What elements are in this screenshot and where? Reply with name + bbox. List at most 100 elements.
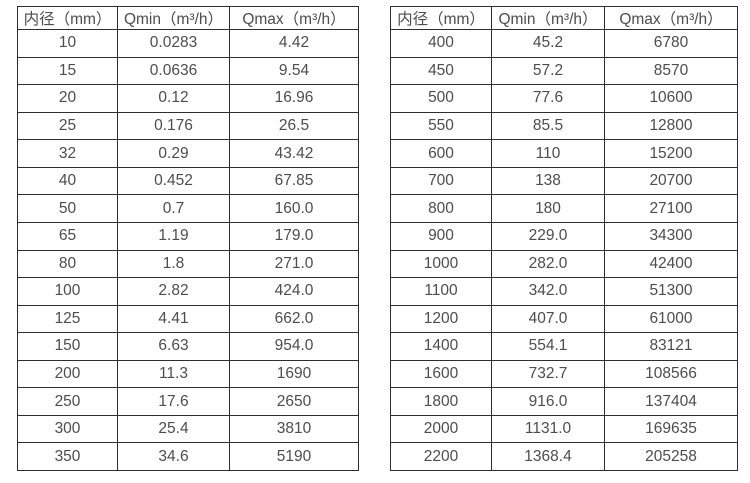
- table-cell: 1800: [390, 387, 492, 416]
- table-cell: 4.42: [229, 29, 359, 58]
- table-cell: 179.0: [229, 221, 359, 251]
- table-cell: 85.5: [491, 111, 605, 141]
- table-cell: 205258: [604, 442, 738, 471]
- table-row: 80 1.8 271.0: [17, 249, 359, 279]
- table-cell: 2000: [390, 414, 492, 444]
- table-row: 200 11.3 1690: [17, 359, 359, 389]
- table-cell: 80: [17, 249, 118, 279]
- table-cell: 1600: [390, 359, 492, 389]
- table-row: 1200 407.0 61000: [390, 304, 738, 334]
- table-row: 125 4.41 662.0: [17, 304, 359, 334]
- table-row: 700 138 20700: [390, 166, 738, 196]
- table-cell: 169635: [604, 414, 738, 444]
- flow-spec-table-left: 内径（mm） Qmin（m³/h） Qmax（m³/h） 10 0.0283 4.42 1…: [17, 6, 359, 471]
- table-cell: 2200: [390, 442, 492, 471]
- table-cell: 15200: [604, 139, 738, 168]
- table-row: 800 180 27100: [390, 194, 738, 223]
- table-cell: 0.452: [117, 166, 230, 196]
- table-cell: 1131.0: [491, 414, 605, 444]
- table-header-row: 内径（mm） Qmin（m³/h） Qmax（m³/h）: [390, 6, 738, 30]
- table-row: 250 17.6 2650: [17, 387, 359, 416]
- column-header: Qmin（m³/h）: [117, 6, 230, 30]
- table-cell: 50: [17, 194, 118, 223]
- table-row: 25 0.176 26.5: [17, 111, 359, 141]
- table-cell: 1200: [390, 304, 492, 334]
- table-cell: 42400: [604, 249, 738, 279]
- table-cell: 20: [17, 84, 118, 113]
- column-header: Qmax（m³/h）: [604, 6, 738, 30]
- flow-spec-table-right: 内径（mm） Qmin（m³/h） Qmax（m³/h） 400 45.2 6780 45…: [390, 6, 738, 471]
- table-row: 10 0.0283 4.42: [17, 29, 359, 58]
- table-row: 400 45.2 6780: [390, 29, 738, 58]
- table-cell: 20700: [604, 166, 738, 196]
- table-cell: 1000: [390, 249, 492, 279]
- table-cell: 43.42: [229, 139, 359, 168]
- table-cell: 17.6: [117, 387, 230, 416]
- table-row: 32 0.29 43.42: [17, 139, 359, 168]
- table-cell: 125: [17, 304, 118, 334]
- column-header: 内径（mm）: [17, 6, 118, 30]
- table-cell: 34300: [604, 221, 738, 251]
- table-cell: 138: [491, 166, 605, 196]
- table-cell: 1100: [390, 277, 492, 306]
- table-cell: 0.176: [117, 111, 230, 141]
- table-row: 1100 342.0 51300: [390, 277, 738, 306]
- table-row: 900 229.0 34300: [390, 221, 738, 251]
- table-row: 15 0.0636 9.54: [17, 56, 359, 86]
- table-cell: 137404: [604, 387, 738, 416]
- table-cell: 25.4: [117, 414, 230, 444]
- table-cell: 1.8: [117, 249, 230, 279]
- table-row: 20 0.12 16.96: [17, 84, 359, 113]
- table-cell: 282.0: [491, 249, 605, 279]
- table-cell: 1400: [390, 332, 492, 361]
- table-cell: 51300: [604, 277, 738, 306]
- table-cell: 25: [17, 111, 118, 141]
- table-cell: 0.29: [117, 139, 230, 168]
- table-cell: 9.54: [229, 56, 359, 86]
- table-cell: 100: [17, 277, 118, 306]
- table-cell: 26.5: [229, 111, 359, 141]
- table-cell: 67.85: [229, 166, 359, 196]
- table-body: 400 45.2 6780 450 57.2 8570 500 77.6 10600 550 85.…: [390, 29, 738, 471]
- table-cell: 34.6: [117, 442, 230, 471]
- column-header: Qmax（m³/h）: [229, 6, 359, 30]
- table-row: 500 77.6 10600: [390, 84, 738, 113]
- table-cell: 16.96: [229, 84, 359, 113]
- table-row: 2000 1131.0 169635: [390, 414, 738, 444]
- table-cell: 0.12: [117, 84, 230, 113]
- table-cell: 0.7: [117, 194, 230, 223]
- table-cell: 150: [17, 332, 118, 361]
- table-cell: 6780: [604, 29, 738, 58]
- table-cell: 2.82: [117, 277, 230, 306]
- table-cell: 8570: [604, 56, 738, 86]
- table-cell: 600: [390, 139, 492, 168]
- table-cell: 45.2: [491, 29, 605, 58]
- table-header-row: 内径（mm） Qmin（m³/h） Qmax（m³/h）: [17, 6, 359, 30]
- table-cell: 110: [491, 139, 605, 168]
- table-row: 40 0.452 67.85: [17, 166, 359, 196]
- column-header: Qmin（m³/h）: [491, 6, 605, 30]
- table-cell: 954.0: [229, 332, 359, 361]
- table-cell: 77.6: [491, 84, 605, 113]
- table-cell: 800: [390, 194, 492, 223]
- table-cell: 424.0: [229, 277, 359, 306]
- table-cell: 500: [390, 84, 492, 113]
- table-cell: 3810: [229, 414, 359, 444]
- table-row: 600 110 15200: [390, 139, 738, 168]
- table-cell: 407.0: [491, 304, 605, 334]
- table-row: 100 2.82 424.0: [17, 277, 359, 306]
- table-cell: 662.0: [229, 304, 359, 334]
- table-cell: 916.0: [491, 387, 605, 416]
- table-cell: 27100: [604, 194, 738, 223]
- table-cell: 300: [17, 414, 118, 444]
- column-header: 内径（mm）: [390, 6, 492, 30]
- table-cell: 554.1: [491, 332, 605, 361]
- table-cell: 2650: [229, 387, 359, 416]
- table-cell: 700: [390, 166, 492, 196]
- table-cell: 4.41: [117, 304, 230, 334]
- table-row: 550 85.5 12800: [390, 111, 738, 141]
- table-cell: 450: [390, 56, 492, 86]
- table-body: 10 0.0283 4.42 15 0.0636 9.54 20 0.12 16.96 25 0.1…: [17, 29, 359, 471]
- table-row: 50 0.7 160.0: [17, 194, 359, 223]
- table-cell: 5190: [229, 442, 359, 471]
